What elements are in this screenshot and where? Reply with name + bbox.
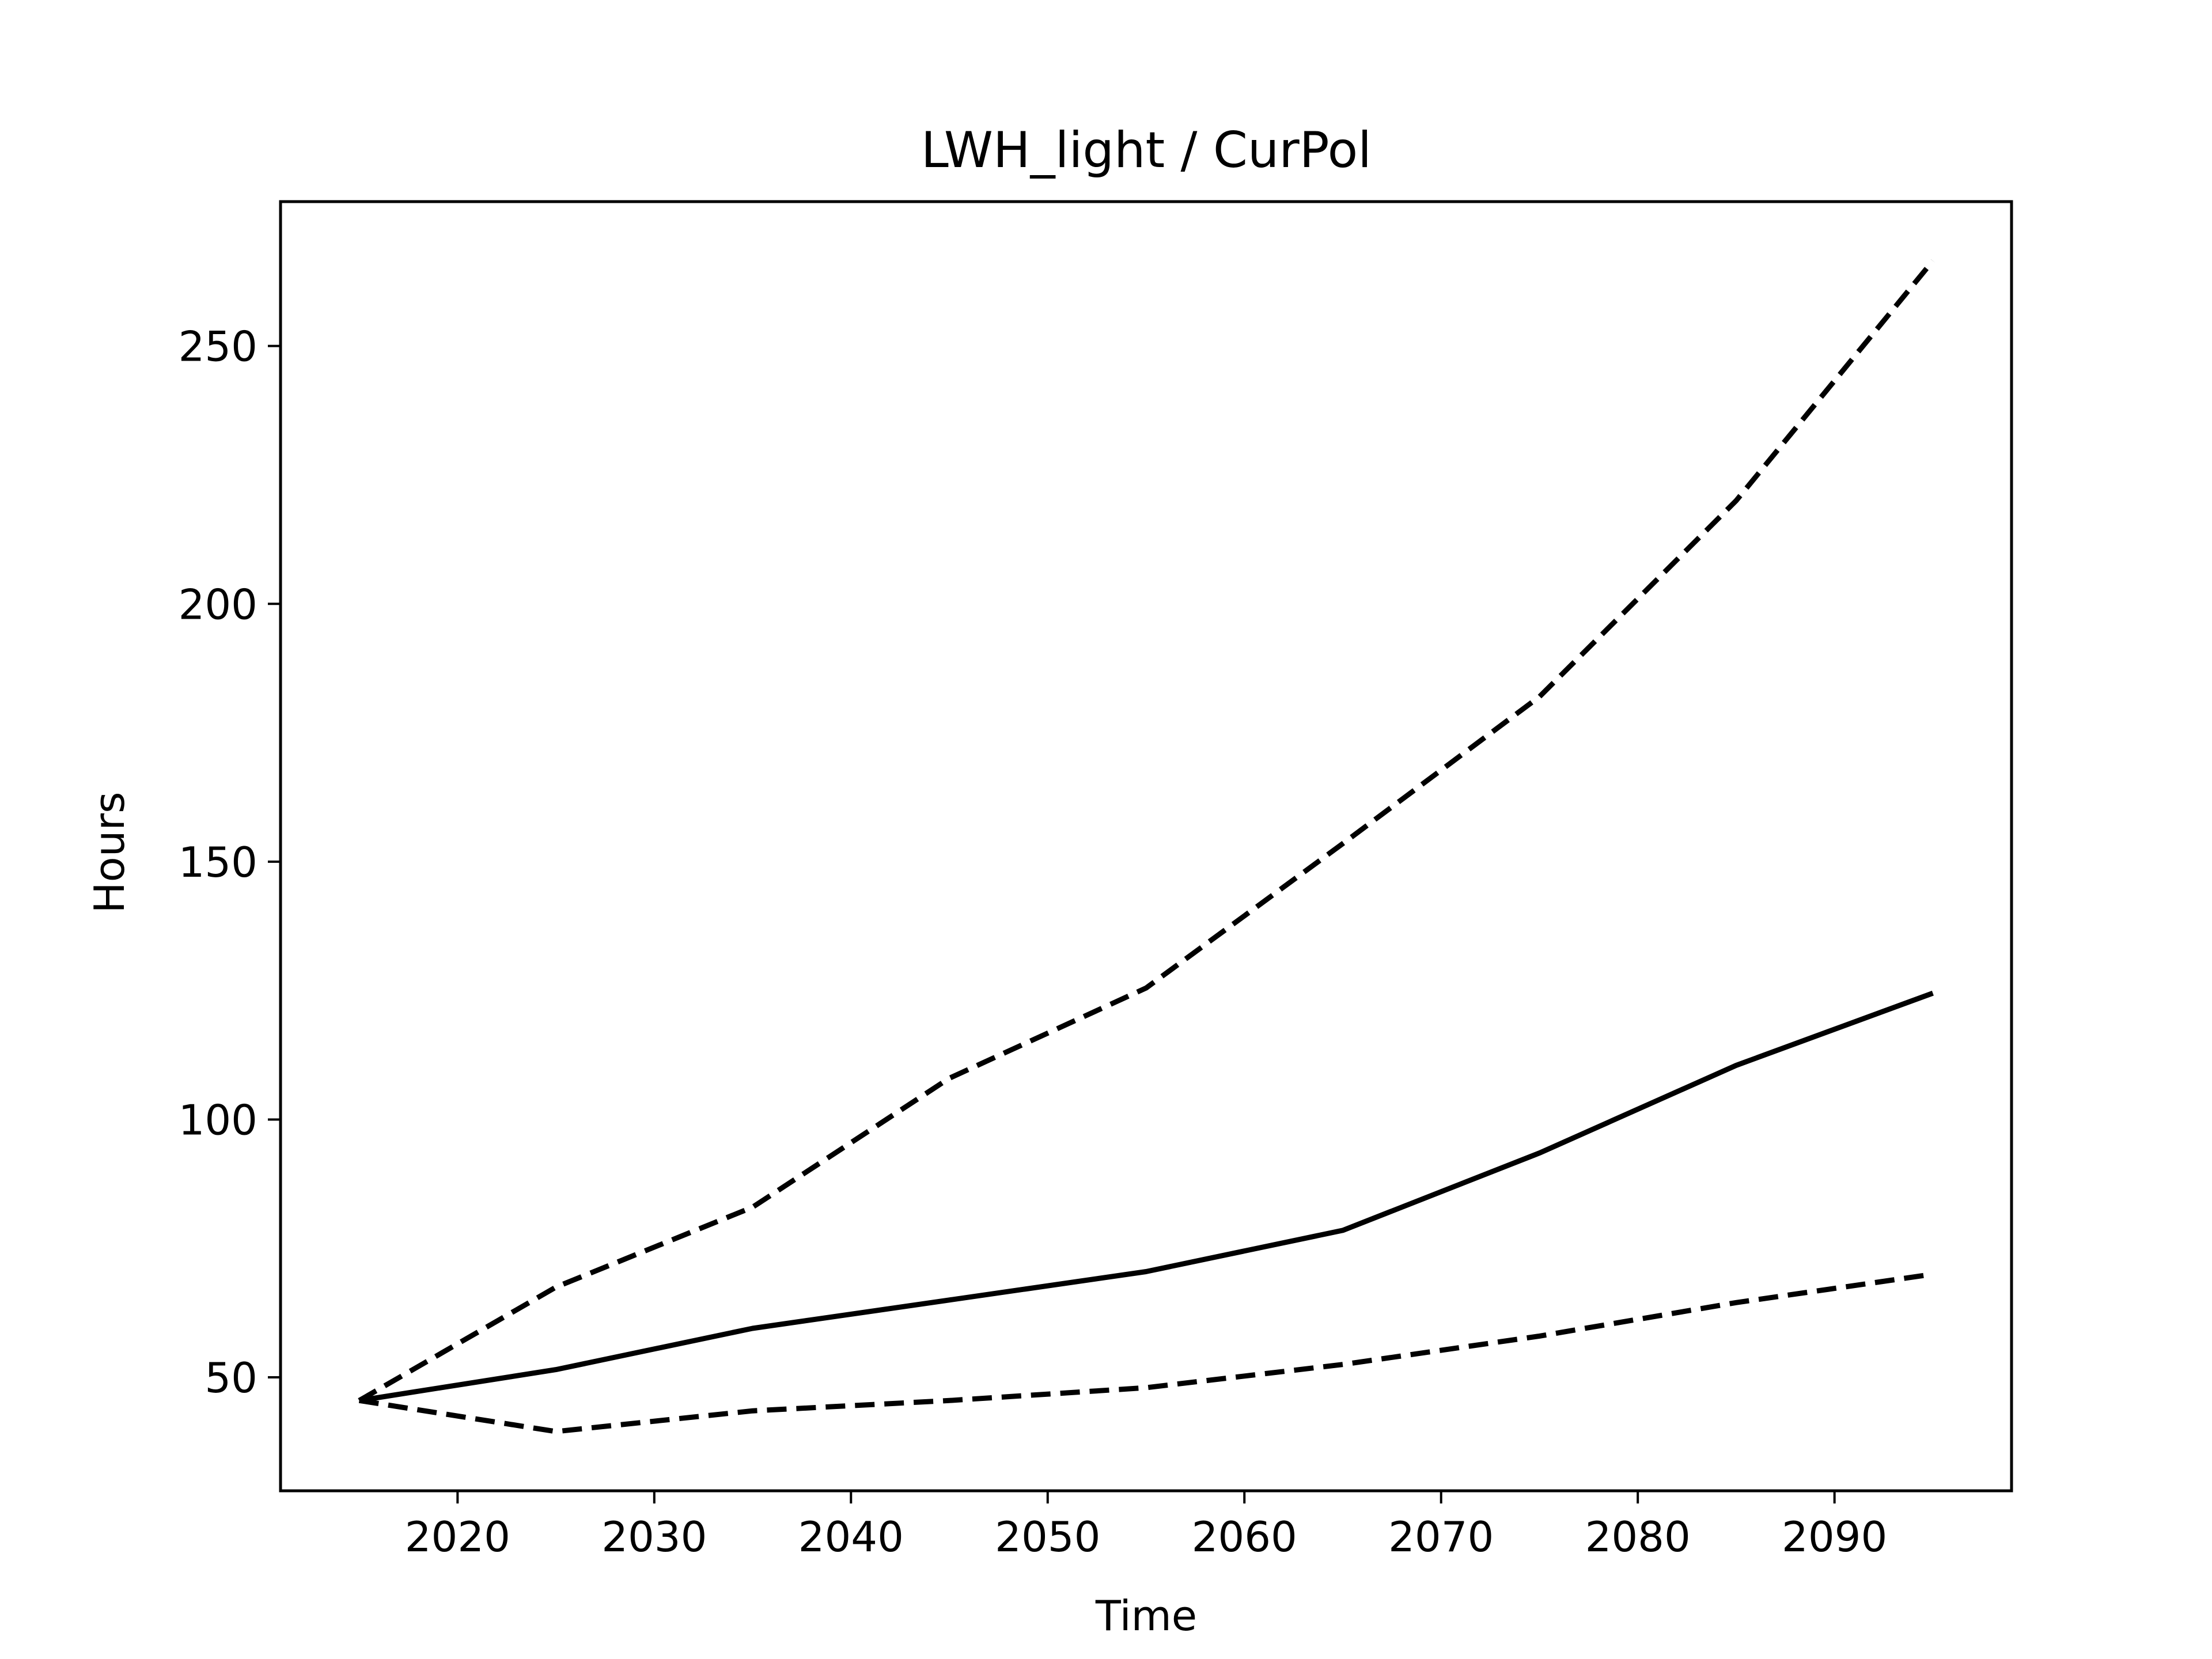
plot-frame: [279, 200, 2013, 1493]
plot-area: [279, 200, 2013, 1493]
x-tick-label: 2030: [601, 1513, 707, 1561]
x-axis: 2020 2030 2040 2050 2060 2070 2080 2090: [405, 1491, 1887, 1561]
y-axis: 50 100 150 200 250: [179, 323, 281, 1402]
series-group: [358, 259, 1935, 1434]
chart-title: LWH_light / CurPol: [921, 122, 1372, 179]
x-tick-label: 2090: [1782, 1513, 1887, 1561]
x-tick-label: 2060: [1192, 1513, 1297, 1561]
y-tick-label: 50: [204, 1354, 257, 1402]
series-line-1: [358, 259, 1935, 1403]
y-tick-label: 200: [179, 580, 257, 628]
x-tick-label: 2020: [405, 1513, 510, 1561]
y-tick-label: 250: [179, 323, 257, 371]
x-tick-label: 2040: [798, 1513, 904, 1561]
x-tick-label: 2050: [995, 1513, 1100, 1561]
series-line-0: [358, 990, 1934, 1403]
y-axis-label: Hours: [85, 792, 134, 914]
x-axis-label: Time: [1095, 1592, 1197, 1640]
series-line-2: [358, 1271, 1934, 1434]
y-tick-label: 150: [179, 838, 257, 887]
x-tick-label: 2080: [1585, 1513, 1691, 1561]
y-tick-label: 100: [179, 1096, 257, 1144]
x-tick-label: 2070: [1388, 1513, 1494, 1561]
